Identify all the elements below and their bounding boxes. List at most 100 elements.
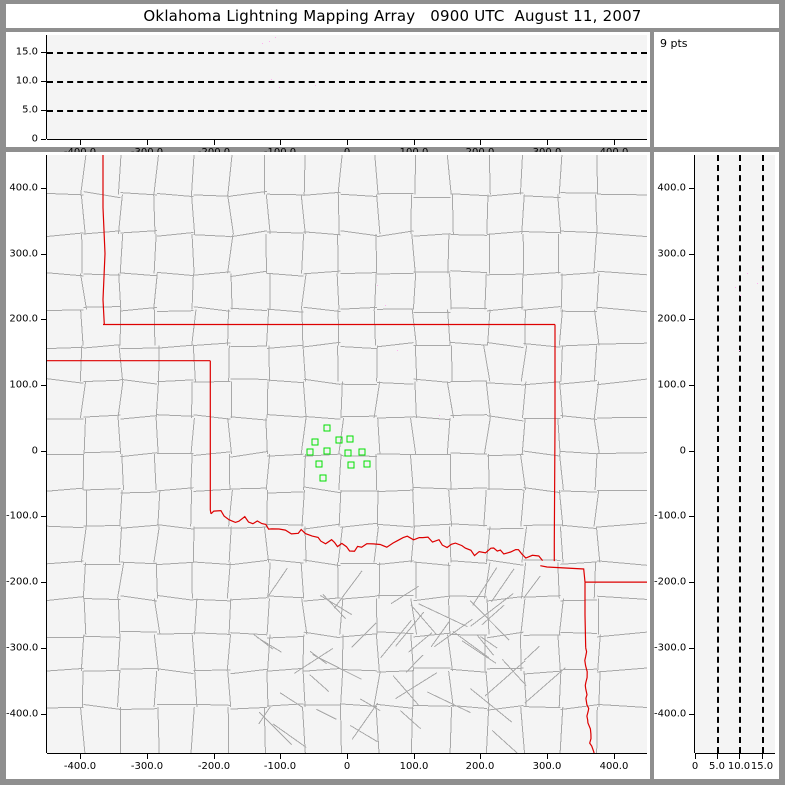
x-axis-tick-label: 5.0: [709, 761, 725, 772]
x-axis-tick: [147, 140, 148, 145]
right-plot-area: [695, 155, 775, 753]
x-axis-line: [47, 139, 647, 140]
points-count-panel: 9 pts: [654, 32, 779, 147]
top-plot-area: [47, 35, 647, 139]
y-axis-tick-label: -400.0: [654, 708, 687, 720]
lightning-source-marker: [363, 460, 371, 468]
x-axis-tick-label: 0: [691, 761, 699, 772]
noise-speck: [377, 285, 378, 286]
y-axis-tick-label: 300.0: [657, 248, 686, 260]
y-axis-tick-label: 0: [31, 133, 38, 145]
noise-speck: [740, 295, 741, 296]
y-axis-tick: [41, 188, 46, 189]
y-axis-tick-label: 10.0: [15, 75, 38, 87]
y-axis-tick-label: -300.0: [654, 642, 687, 654]
gridline-vertical: [739, 155, 741, 753]
y-axis-tick-label: -100.0: [654, 510, 687, 522]
y-axis-line: [46, 155, 47, 753]
noise-speck: [262, 43, 263, 44]
x-axis-line: [695, 753, 775, 754]
x-axis-tick: [695, 754, 696, 759]
x-axis-tick: [614, 140, 615, 145]
y-axis-tick-label: 300.0: [9, 248, 38, 260]
lightning-source-marker: [315, 460, 323, 468]
x-axis-tick-label: -200.0: [197, 761, 231, 772]
y-axis-tick: [41, 139, 46, 140]
x-axis-tick: [717, 754, 718, 759]
noise-speck: [269, 41, 270, 42]
lightning-source-marker: [319, 474, 327, 482]
map-geography: [47, 155, 647, 753]
noise-speck: [757, 283, 758, 284]
y-axis-tick: [689, 714, 694, 715]
plan-view-map-panel: 400.0 300.0 200.0 100.0 0 -100.0 -200.0 -300.0 -…: [6, 152, 650, 779]
x-axis-tick-label: 100.0: [399, 761, 429, 772]
y-axis-tick: [41, 319, 46, 320]
noise-speck: [279, 87, 280, 88]
noise-speck: [747, 273, 748, 274]
x-axis-tick: [480, 140, 481, 145]
y-axis-tick: [41, 385, 46, 386]
y-axis-tick: [689, 188, 694, 189]
lightning-source-marker: [344, 449, 352, 457]
y-axis-tick-label: -400.0: [6, 708, 39, 720]
y-axis-tick: [41, 81, 46, 82]
y-axis-tick-label: 100.0: [9, 379, 38, 391]
lightning-source-marker: [347, 461, 355, 469]
lightning-source-marker: [323, 424, 331, 432]
y-axis-tick-label: 15.0: [15, 46, 38, 58]
x-axis-tick: [547, 140, 548, 145]
noise-speck: [385, 305, 386, 306]
noise-speck: [397, 350, 398, 351]
gridline-horizontal: [47, 81, 647, 83]
map-plot-area: [47, 155, 647, 753]
y-axis-tick-label: 400.0: [9, 182, 38, 194]
y-axis-tick: [41, 110, 46, 111]
y-axis-tick-label: 400.0: [657, 182, 686, 194]
x-axis-tick: [739, 754, 740, 759]
altitude-vs-east-west-panel: 05.010.015.0-400.0-300.0-200.0-100.00100…: [6, 32, 650, 158]
y-axis-tick-label: 0: [679, 445, 686, 457]
y-axis-tick: [689, 451, 694, 452]
gridline-vertical: [717, 155, 719, 753]
noise-speck: [315, 85, 316, 86]
x-axis-tick: [214, 754, 215, 759]
noise-speck: [439, 415, 440, 416]
y-axis-tick: [41, 582, 46, 583]
x-axis-tick: [280, 754, 281, 759]
x-axis-tick: [762, 754, 763, 759]
y-axis-tick-label: 0: [31, 445, 38, 457]
altitude-vs-north-south-panel: 400.0 300.0 200.0 100.0 0 -100.0 -200.0 -300.0 -…: [654, 152, 779, 779]
y-axis-tick: [689, 319, 694, 320]
x-axis-tick: [480, 754, 481, 759]
y-axis-tick-label: -100.0: [6, 510, 39, 522]
y-axis-tick: [41, 451, 46, 452]
y-axis-tick-label: -300.0: [6, 642, 39, 654]
y-axis-tick: [689, 254, 694, 255]
x-axis-tick-label: 10.0: [727, 761, 751, 772]
noise-speck: [761, 267, 762, 268]
lightning-source-marker: [335, 436, 343, 444]
y-axis-tick-label: 200.0: [9, 313, 38, 325]
x-axis-tick-label: 400.0: [599, 761, 629, 772]
y-axis-tick-label: 100.0: [657, 379, 686, 391]
x-axis-tick-label: 15.0: [750, 761, 774, 772]
x-axis-tick: [280, 140, 281, 145]
x-axis-tick: [547, 754, 548, 759]
x-axis-tick-label: -100.0: [263, 761, 297, 772]
y-axis-tick: [689, 385, 694, 386]
x-axis-tick: [414, 140, 415, 145]
lightning-source-marker: [346, 435, 354, 443]
y-axis-line: [694, 155, 695, 753]
y-axis-tick: [689, 648, 694, 649]
y-axis-tick-label: -200.0: [654, 576, 687, 588]
noise-speck: [275, 37, 276, 38]
x-axis-tick: [147, 754, 148, 759]
y-axis-tick: [41, 254, 46, 255]
x-axis-tick-label: -300.0: [130, 761, 164, 772]
noise-speck: [271, 79, 272, 80]
x-axis-tick-label: -400.0: [63, 761, 97, 772]
x-axis-line: [47, 753, 647, 754]
y-axis-tick-label: 200.0: [657, 313, 686, 325]
